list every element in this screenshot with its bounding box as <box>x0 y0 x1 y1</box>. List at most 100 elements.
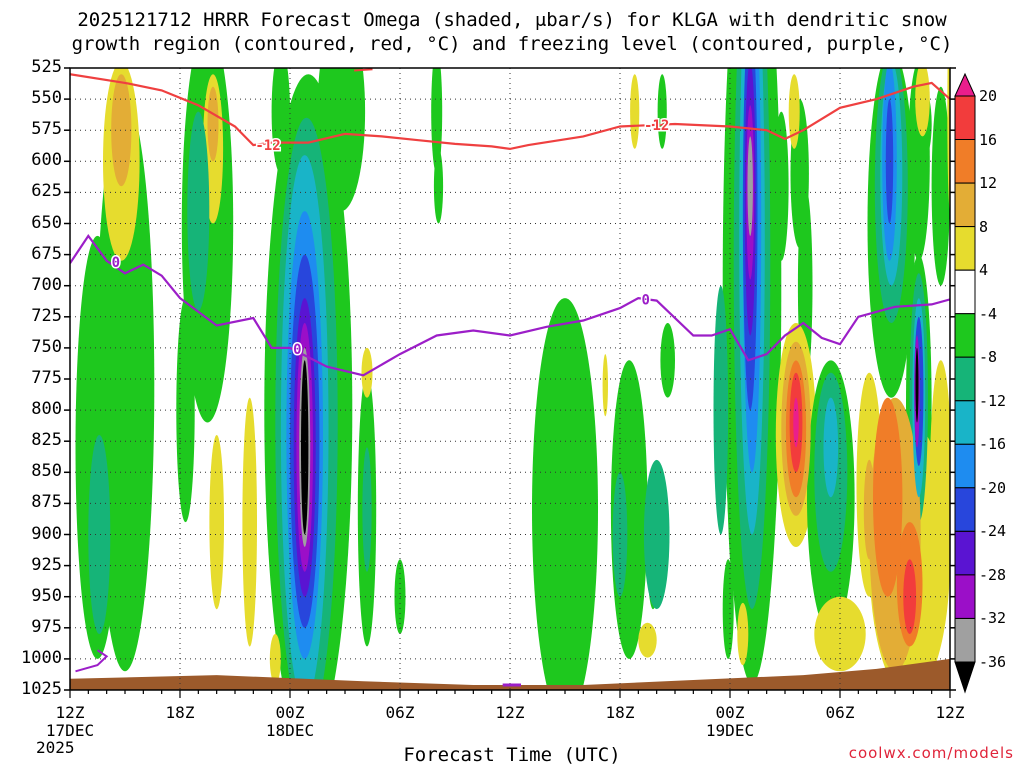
dendritic-contour <box>70 73 950 151</box>
y-tick-label: 1000 <box>21 647 62 668</box>
colorbar-bin-7 <box>954 400 976 445</box>
y-tick-label: 675 <box>31 243 62 264</box>
y-tick-label: 550 <box>31 88 62 109</box>
colorbar-label: -28 <box>979 565 1007 584</box>
omega-cell-22 <box>602 354 608 417</box>
x-tick-label: 06Z <box>825 703 855 722</box>
omega-shading <box>75 68 950 690</box>
omega-cell-89 <box>301 360 309 535</box>
omega-cell-51 <box>207 86 219 162</box>
y-tick-label: 725 <box>31 305 62 326</box>
dendritic-contour-fragment <box>354 68 373 72</box>
x-tick-label: 00Z <box>275 703 305 722</box>
colorbar-top-arrow <box>954 72 976 97</box>
omega-cell-88 <box>747 136 753 236</box>
omega-cell-68 <box>823 397 839 498</box>
contour-label-3: 0 <box>293 342 301 358</box>
y-tick-label: 850 <box>31 461 62 482</box>
freezing-contour-fragment <box>75 649 109 673</box>
colorbar-label: 20 <box>979 87 998 105</box>
y-tick-label: 950 <box>31 585 62 606</box>
colorbar-label: -32 <box>979 609 1007 628</box>
omega-cell-16 <box>431 68 443 174</box>
colorbar-bottom-arrow <box>954 661 976 694</box>
x-tick-label: 12Z <box>55 703 85 722</box>
colorbar-bin-9 <box>954 487 976 532</box>
x-tick-label: 18Z <box>605 703 635 722</box>
terrain-ground <box>70 658 950 690</box>
omega-cell-44 <box>929 360 950 610</box>
omega-cell-8 <box>242 397 257 647</box>
omega-cell-79 <box>793 397 799 448</box>
y-tick-label: 700 <box>31 274 62 295</box>
y-tick-label: 775 <box>31 368 62 388</box>
omega-cell-17 <box>433 148 444 224</box>
colorbar-bin-10 <box>954 530 976 576</box>
omega-cell-48 <box>88 435 111 634</box>
y-tick-label: 625 <box>31 181 62 202</box>
omega-cell-25 <box>657 74 667 149</box>
x-axis-label: Forecast Time (UTC) <box>403 744 621 766</box>
colorbar-bin-12 <box>954 618 976 663</box>
y-tick-label: 975 <box>31 616 62 637</box>
contour-label-1: -12 <box>644 118 669 134</box>
y-tick-label: 900 <box>31 523 62 544</box>
y-tick-label: 650 <box>31 212 62 233</box>
omega-cell-31 <box>774 111 789 261</box>
x-year-label: 2025 <box>36 738 75 757</box>
omega-cell-30 <box>737 602 749 666</box>
colorbar-label: -8 <box>979 348 998 367</box>
omega-cell-53 <box>362 447 372 572</box>
colorbar-label: 16 <box>979 130 998 149</box>
omega-cell-1 <box>95 99 155 672</box>
colorbar-bin-4 <box>954 269 976 315</box>
colorbar-label: 4 <box>979 261 989 280</box>
omega-cell-10 <box>271 68 290 174</box>
x-tick-label: 12Z <box>935 703 965 722</box>
omega-cell-49 <box>187 111 210 311</box>
omega-cell-19 <box>554 372 584 572</box>
omega-cell-40 <box>931 86 950 286</box>
colorbar-bin-5 <box>954 313 976 358</box>
y-tick-label: 800 <box>31 399 62 420</box>
contour-label-2: 0 <box>112 255 120 271</box>
omega-cell-34 <box>788 74 800 149</box>
colorbar-label: -4 <box>979 304 998 323</box>
x-tick-label: 00Z <box>715 703 745 722</box>
colorbar-bin-6 <box>954 356 976 402</box>
omega-cell-23 <box>638 622 657 658</box>
omega-cell-63 <box>863 459 875 560</box>
omega-cell-12 <box>335 68 362 187</box>
y-tick-label: 925 <box>31 554 62 575</box>
colorbar-bin-3 <box>954 226 976 271</box>
y-tick-label: 750 <box>31 336 62 357</box>
omega-cell-29 <box>722 559 734 659</box>
omega-cell-46 <box>915 68 930 137</box>
colorbar-label: 8 <box>979 217 989 236</box>
x-tick-label: 06Z <box>385 703 415 722</box>
colorbar-label: -16 <box>979 435 1007 454</box>
x-date-label: 18DEC <box>265 721 315 740</box>
freezing-level-contour <box>70 233 950 377</box>
omega-cell-55 <box>643 459 670 610</box>
omega-cell-90 <box>915 347 919 423</box>
contour-label-4: 0 <box>641 292 649 308</box>
x-date-label: 17DEC <box>45 721 95 740</box>
colorbar-label: -12 <box>979 391 1007 410</box>
colorbar-label: -20 <box>979 478 1007 497</box>
y-tick-label: 825 <box>31 430 62 451</box>
colorbar-label: 12 <box>979 174 998 193</box>
colorbar-bin-0 <box>954 95 976 140</box>
chart-title-line1: 2025121712 HRRR Forecast Omega (shaded, … <box>77 9 947 31</box>
omega-cell-50 <box>111 74 132 187</box>
chart-title-line2: growth region (contoured, red, °C) and f… <box>71 33 953 55</box>
colorbar-label: -36 <box>979 653 1007 671</box>
x-date-label: 19DEC <box>705 721 755 740</box>
omega-cell-71 <box>873 397 903 597</box>
omega-cell-81 <box>885 99 894 224</box>
omega-cell-75 <box>903 559 917 634</box>
y-tick-label: 1025 <box>21 679 62 699</box>
x-tick-label: 12Z <box>495 703 525 722</box>
credit-link[interactable]: coolwx.com/models <box>848 744 1014 762</box>
